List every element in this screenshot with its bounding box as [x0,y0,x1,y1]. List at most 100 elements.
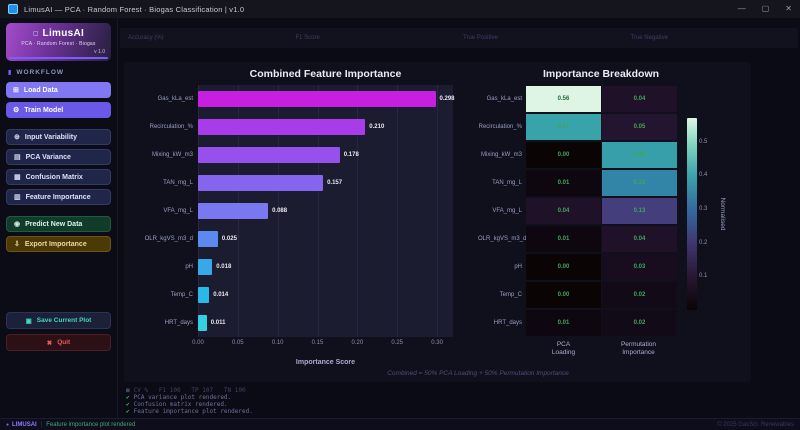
heatmap-cell-ph-col0: 0.00 [526,254,601,280]
heatmap-row: Temp_C 0.00 0.02 [478,281,748,309]
sidebar-item-feature-importance[interactable]: ▥ Feature Importance [6,189,111,205]
bar-category-label: Mixing_kW_m3 [151,152,193,158]
console-line-text: PCA variance plot rendered. [133,394,232,401]
heatmap-row: OLR_kgVS_m3_d 0.01 0.04 [478,225,748,253]
main-area: Accuracy (%) F1 Score True Positive True Ne… [118,18,800,418]
window-controls: — ▢ ✕ [738,0,792,18]
status-copyright: © 2025 GasSci. Renewables [717,421,794,428]
bar-x-axis-label: Importance Score [295,359,356,366]
close-icon[interactable]: ✕ [785,4,792,13]
importance-bar-vfa-mg-l [198,203,269,219]
heatmap-row-label: Mixing_kW_m3 [480,152,522,158]
importance-bar-mixing-kw-m3 [198,147,340,163]
sidebar-item-confusion-matrix[interactable]: ▦ Confusion Matrix [6,169,111,185]
status-message: Feature importance plot rendered [46,421,136,428]
heatmap-row: VFA_mg_L 0.04 0.13 [478,197,748,225]
bar-value-label: 0.157 [327,180,343,186]
heatmap-cell-recirculation-col1: 0.05 [602,114,677,140]
check-icon: ✔ [126,394,130,401]
save-current-plot-button[interactable]: ▣ Save Current Plot [6,312,111,329]
heatmap-column-labels: PCA Loading Permutation Importance [478,341,748,356]
console-log: ■ CV % F1 100 TP 107 TN 100 ✔ PCA variance … [126,387,253,415]
heatmap-row: HRT_days 0.01 0.02 [478,309,748,337]
bar-row: 0.088 [198,197,453,225]
heatmap-row-label: OLR_kgVS_m3_d [478,236,527,242]
heatmap-cell-hrt-days-col0: 0.01 [526,310,601,336]
brand-name: LimusAI [42,28,85,39]
bar-chart-title: Combined Feature Importance [249,68,402,80]
export-icon: ⇩ [14,241,20,248]
heatmap-cell-vfa-mg-l-col0: 0.04 [526,198,601,224]
bar-row: 0.210 [198,113,453,141]
maximize-icon[interactable]: ▢ [761,4,770,13]
sidebar-item-train-model[interactable]: ⚙ Train Model [6,102,111,118]
quit-button[interactable]: ✖ Quit [6,334,111,351]
heatmap-row-label: Gas_kLa_est [486,96,522,102]
bar-category-label: pH [185,264,193,270]
console-line-text: Confusion matrix rendered. [133,401,228,408]
gear-icon: ⚙ [13,107,20,114]
bar-category-label: HRT_days [164,320,193,326]
heatmap-row-label: Recirculation_% [478,124,522,130]
sidebar-item-input-variability[interactable]: ⊕ Input Variability [6,129,111,145]
bar-value-label: 0.011 [210,320,226,326]
x-tick-label: 0.15 [311,340,324,346]
log-marker-icon: ■ [126,387,130,394]
save-icon: ▣ [25,317,32,325]
colorbar-tick-label: 0.4 [699,172,708,179]
gridline [437,85,439,337]
heatmap-cell-mixing-kw-m3-col0: 0.00 [526,142,601,168]
sidebar-item-predict-new-data[interactable]: ◉ Predict New Data [6,216,111,232]
console-line-text: Feature importance plot rendered. [133,408,253,415]
heatmap-cell-hrt-days-col1: 0.02 [602,310,677,336]
heatmap-col-label-pca-loading: PCA Loading [551,341,576,356]
window-title: LimusAI — PCA · Random Forest · Biogas C… [24,4,245,14]
heatmap-row: Recirculation_% 0.37 0.05 [478,113,748,141]
heatmap-row-label: VFA_mg_L [492,208,522,214]
importance-bar-hrt-days [198,315,207,331]
sidebar-item-label: Feature Importance [25,193,91,201]
minimize-icon[interactable]: — [737,4,746,13]
x-tick-label: 0.10 [271,340,284,346]
gridline [357,85,359,337]
console-line: ✔ Confusion matrix rendered. [126,401,253,408]
sidebar-item-export-importance[interactable]: ⇩ Export Importance [6,236,111,252]
heatmap-cell-vfa-mg-l-col1: 0.13 [602,198,677,224]
heatmap-cell-gas-kla-est-col1: 0.04 [602,86,677,112]
brand-subtitle: PCA · Random Forest · Biogas [21,41,96,47]
console-line: ✔ PCA variance plot rendered. [126,394,253,401]
importance-bar-recirculation [198,119,366,135]
x-tick-label: 0.30 [431,340,443,346]
brand-version: v 1.0 [94,49,105,55]
importance-bar-temp-c [198,287,210,303]
heatmap-col-spacer [478,341,526,356]
colorbar: Normalised 0.1 0.2 0.3 0.4 0.5 [687,118,726,310]
metric-label-true-negative: True Negative [630,35,668,41]
workflow-icon: ▮ [8,70,13,76]
open-folder-icon: ⊞ [13,87,19,94]
sidebar-item-pca-variance[interactable]: ▤ PCA Variance [6,149,111,165]
sidebar-item-label: Train Model [24,106,64,114]
brand-card: ▢ LimusAI PCA · Random Forest · Biogas v… [6,23,111,61]
title-bar: LimusAI — PCA · Random Forest · Biogas C… [0,0,800,18]
console-line: ✔ Feature importance plot rendered. [126,408,253,415]
colorbar-tick-label: 0.3 [699,205,708,212]
console-line-text: CV % F1 100 TP 107 TN 100 [133,387,246,394]
bar-category-label: Gas_kLa_est [157,96,193,102]
bar-x-axis: 0.00 0.05 0.10 0.15 0.20 0.25 0.30 [192,340,453,349]
variability-icon: ⊕ [14,134,20,141]
workflow-section-label: ▮ WORKFLOW [8,69,65,76]
heatmap-row: Mixing_kW_m3 0.00 0.36 [478,141,748,169]
check-icon: ✔ [126,408,130,415]
bar-value-label: 0.088 [272,208,288,214]
bar-row: 0.157 [198,169,453,197]
sidebar-item-load-data[interactable]: ⊞ Load Data [6,82,111,98]
variance-chart-icon: ▤ [14,154,21,161]
sidebar-item-label: PCA Variance [25,153,71,161]
heatmap-row-label: TAN_mg_L [492,180,522,186]
heatmap-cell-temp-c-col0: 0.00 [526,282,601,308]
status-separator: | [40,421,43,428]
bar-value-label: 0.178 [343,152,359,158]
bar-value-label: 0.210 [369,124,385,130]
heatmap-row-label: HRT_days [493,320,522,326]
